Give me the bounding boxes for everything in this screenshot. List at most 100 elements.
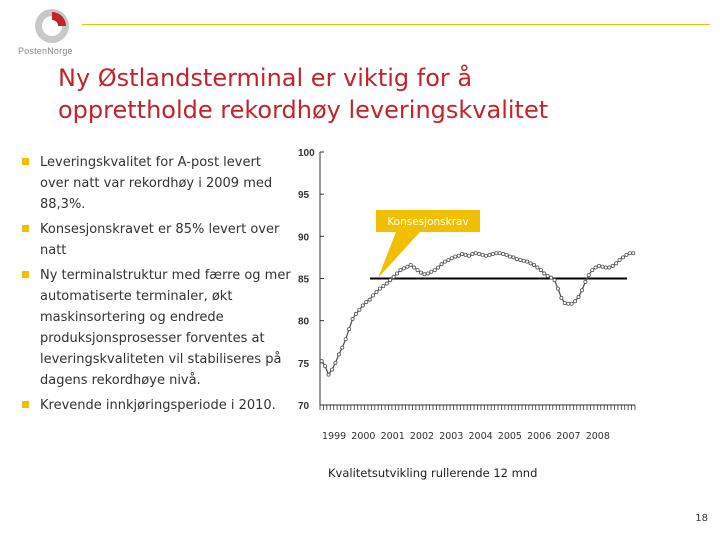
data-point xyxy=(336,352,341,357)
data-point xyxy=(579,288,584,293)
data-point xyxy=(350,316,355,321)
x-tick-label: 1999 xyxy=(322,431,346,442)
data-point xyxy=(377,286,382,291)
data-point xyxy=(353,311,358,316)
posten-logo-icon xyxy=(35,9,69,43)
data-point xyxy=(429,269,434,274)
data-point xyxy=(381,284,386,289)
data-point xyxy=(408,263,413,268)
x-tick-label: 2001 xyxy=(381,431,405,442)
data-point xyxy=(439,262,444,267)
data-point xyxy=(333,360,338,365)
data-point xyxy=(583,279,588,284)
data-point xyxy=(384,281,389,286)
data-point xyxy=(528,261,533,266)
data-point xyxy=(415,268,420,273)
data-point xyxy=(504,252,509,257)
logo-text: PostenNorge xyxy=(18,46,73,56)
data-point xyxy=(576,295,581,300)
data-point xyxy=(603,265,608,270)
data-point xyxy=(538,268,543,273)
data-point xyxy=(600,264,605,269)
data-point xyxy=(463,252,468,257)
data-point xyxy=(487,252,492,257)
bullet-square-icon xyxy=(22,225,29,232)
data-point xyxy=(514,257,519,262)
data-point xyxy=(627,251,632,256)
callout-box xyxy=(376,210,480,232)
data-point xyxy=(357,307,362,312)
x-tick-label: 2006 xyxy=(527,431,551,442)
data-point xyxy=(531,263,536,268)
data-point xyxy=(323,364,328,369)
data-point xyxy=(477,252,482,257)
data-point xyxy=(508,254,513,259)
data-point xyxy=(367,297,372,302)
data-point xyxy=(419,270,424,275)
data-point xyxy=(453,254,458,259)
bullet-item: Leveringskvalitet for A-post levert over… xyxy=(22,152,292,215)
bullet-text: Ny terminalstruktur med færre og mer aut… xyxy=(40,268,291,388)
data-point xyxy=(559,295,564,300)
posten-logo xyxy=(14,6,84,62)
data-point xyxy=(545,273,550,278)
data-point xyxy=(432,268,437,273)
title-line-2: opprettholde rekordhøy leveringskvalitet xyxy=(58,96,549,124)
data-point xyxy=(614,261,619,266)
data-point xyxy=(405,264,410,269)
x-tick-label: 2007 xyxy=(556,431,580,442)
bullet-list: Leveringskvalitet for A-post levert over… xyxy=(22,152,292,420)
data-point xyxy=(624,252,629,257)
data-point xyxy=(470,252,475,257)
data-point xyxy=(484,253,489,258)
y-tick-label: 85 xyxy=(298,275,310,286)
data-point xyxy=(401,266,406,271)
data-point xyxy=(555,286,560,291)
data-point xyxy=(566,301,571,306)
data-point xyxy=(395,271,400,276)
data-point xyxy=(549,275,554,280)
data-point xyxy=(456,253,461,258)
data-point xyxy=(573,299,578,304)
series-line xyxy=(321,252,634,377)
data-point xyxy=(326,372,331,377)
data-point xyxy=(329,367,334,372)
data-point xyxy=(436,265,441,270)
bullet-square-icon xyxy=(22,271,29,278)
data-point xyxy=(473,251,478,256)
data-point xyxy=(398,268,403,273)
data-point xyxy=(391,274,396,279)
bullet-item: Ny terminalstruktur med færre og mer aut… xyxy=(22,265,292,391)
x-tick-label: 2005 xyxy=(498,431,522,442)
data-point xyxy=(442,259,447,264)
data-point xyxy=(621,255,626,260)
data-point xyxy=(607,265,612,270)
bullet-square-icon xyxy=(22,158,29,165)
data-point xyxy=(374,289,379,294)
data-point xyxy=(371,293,376,298)
data-point xyxy=(542,271,547,276)
data-point xyxy=(364,300,369,305)
title-line-1: Ny Østlandsterminal er viktig for å xyxy=(58,64,473,92)
data-point xyxy=(631,251,636,256)
quality-chart: 70 75 80 85 90 95 100 1999 2000 2001 2002 2003 2004 2… xyxy=(298,148,636,442)
data-point xyxy=(518,257,523,262)
data-point xyxy=(422,272,427,277)
y-tick-label: 75 xyxy=(298,359,310,370)
data-point xyxy=(593,265,598,270)
data-point xyxy=(446,257,451,262)
x-tick-label: 2008 xyxy=(586,431,610,442)
callout-pointer xyxy=(378,232,420,278)
bullet-text: Konsesjonskravet er 85% levert over natt xyxy=(40,222,280,258)
data-point xyxy=(562,300,567,305)
header-divider xyxy=(82,24,710,25)
data-point xyxy=(569,301,574,306)
data-point xyxy=(340,345,345,350)
chart-caption: Kvalitetsutvikling rullerende 12 mnd xyxy=(328,466,538,480)
data-point xyxy=(494,251,499,256)
data-point xyxy=(360,303,365,308)
page-title: Ny Østlandsterminal er viktig for å oppr… xyxy=(58,62,698,126)
y-tick-label: 100 xyxy=(298,148,315,159)
data-point xyxy=(552,278,557,283)
x-tick-label: 2004 xyxy=(469,431,493,442)
